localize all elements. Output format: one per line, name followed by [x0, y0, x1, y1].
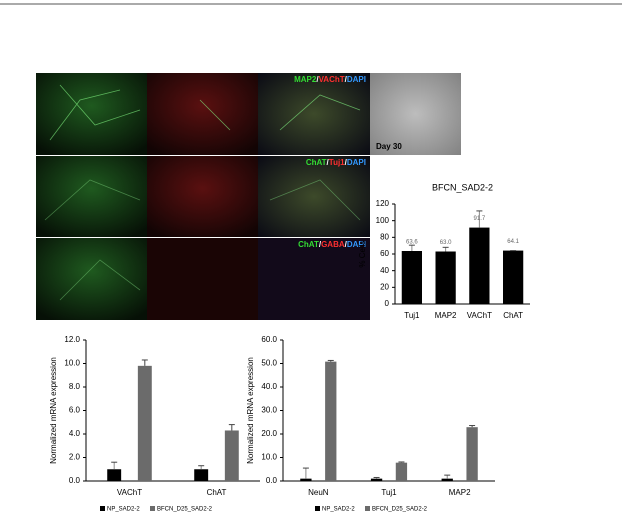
- stain-part: DAPI: [347, 158, 366, 167]
- y-tick-label: 40.0: [261, 382, 277, 391]
- y-tick-label: 6.0: [69, 406, 81, 415]
- y-tick-label: 120: [376, 199, 390, 208]
- bar: [466, 427, 478, 481]
- bar: [194, 469, 209, 481]
- bar: [224, 430, 239, 481]
- y-tick-label: 2.0: [69, 453, 81, 462]
- stain-part: ChAT: [298, 240, 319, 249]
- x-tick-label: ChAT: [503, 311, 523, 320]
- x-tick-label: VAChT: [467, 311, 492, 320]
- stain-part: DAPI: [347, 75, 366, 84]
- y-tick-label: 30.0: [261, 406, 277, 415]
- bar: [503, 250, 524, 304]
- bar: [395, 462, 408, 481]
- legend-swatch: [100, 506, 105, 511]
- bar: [370, 478, 383, 481]
- bar: [469, 227, 490, 304]
- y-tick-label: 40: [380, 266, 389, 275]
- stain-part: ChAT: [306, 158, 327, 167]
- stain-part: /: [327, 158, 330, 167]
- legend-label: NP_SAD2-2: [322, 507, 355, 513]
- legend-swatch: [315, 506, 320, 511]
- value-label: 64.1: [507, 239, 519, 245]
- x-tick-label: ChAT: [207, 488, 227, 497]
- image-merge: [258, 156, 370, 237]
- stain-label: MAP2/VAChT/DAPI: [294, 75, 366, 84]
- stain-label: ChAT/Tuj1/DAPI: [306, 158, 366, 167]
- bar: [401, 251, 422, 304]
- value-label: 63.0: [440, 240, 452, 246]
- y-axis-label: % Cells: [358, 240, 367, 267]
- value-label: 91.7: [474, 216, 486, 222]
- legend-label: NP_SAD2-2: [107, 507, 140, 513]
- stain-part: Tuj1: [329, 158, 345, 167]
- image-red: [147, 238, 258, 320]
- x-tick-label: Tuj1: [404, 311, 420, 320]
- image-green: [36, 238, 147, 320]
- y-tick-label: 60.0: [261, 335, 277, 344]
- stain-part: GABA: [321, 240, 345, 249]
- y-tick-label: 12.0: [64, 335, 80, 344]
- stain-part: /: [319, 240, 322, 249]
- value-label: 63.6: [406, 240, 418, 246]
- legend-label: BFCN_D25_SAD2-2: [372, 507, 428, 513]
- y-tick-label: 80: [380, 232, 389, 241]
- image-red: [147, 156, 258, 237]
- stain-part: VAChT: [319, 75, 345, 84]
- stain-part: MAP2: [294, 75, 317, 84]
- y-tick-label: 50.0: [261, 359, 277, 368]
- legend-label: BFCN_D25_SAD2-2: [157, 507, 213, 513]
- phase-label: Day 30: [376, 142, 402, 151]
- y-axis-label: Normalized mRNA expression: [49, 357, 58, 464]
- image-green: [36, 156, 147, 237]
- bar: [325, 361, 337, 481]
- legend-swatch: [150, 506, 155, 511]
- stain-part: /: [316, 75, 319, 84]
- image-green: [36, 73, 147, 155]
- y-tick-label: 0.0: [69, 476, 81, 485]
- bar: [107, 469, 122, 481]
- image-merge: [258, 73, 370, 155]
- image-merge: [258, 238, 370, 320]
- legend-swatch: [365, 506, 370, 511]
- y-tick-label: 10.0: [261, 453, 277, 462]
- x-tick-label: MAP2: [435, 311, 457, 320]
- bar: [441, 478, 453, 481]
- stain-part: /: [345, 75, 348, 84]
- y-tick-label: 0.0: [266, 476, 278, 485]
- image-phase: [370, 73, 461, 155]
- stain-part: /: [345, 158, 348, 167]
- y-tick-label: 100: [376, 216, 390, 225]
- microscopy-grid: Day 30 MAP2/VAChT/DAPI ChAT/Tuj1/DAPI Ch…: [36, 73, 461, 320]
- bar: [300, 478, 312, 481]
- stain-part: DAPI: [347, 240, 366, 249]
- y-tick-label: 10.0: [64, 359, 80, 368]
- y-tick-label: 20.0: [261, 429, 277, 438]
- neurite: [49, 84, 361, 141]
- bar: [137, 365, 152, 481]
- y-axis-label: Normalized mRNA expression: [246, 357, 255, 464]
- bar: [435, 251, 456, 304]
- y-tick-label: 0: [385, 299, 390, 308]
- stain-part: /: [345, 240, 348, 249]
- stain-label: ChAT/GABA/DAPI: [298, 240, 366, 249]
- y-tick-label: 8.0: [69, 382, 81, 391]
- y-tick-label: 4.0: [69, 429, 81, 438]
- x-tick-label: MAP2: [449, 488, 471, 497]
- x-tick-label: NeuN: [308, 488, 329, 497]
- chart-title: BFCN_SAD2-2: [432, 182, 493, 192]
- image-red: [147, 73, 258, 155]
- neurite: [44, 179, 361, 301]
- y-tick-label: 60: [380, 249, 389, 258]
- x-tick-label: Tuj1: [381, 488, 397, 497]
- x-tick-label: VAChT: [117, 488, 142, 497]
- y-tick-label: 20: [380, 282, 389, 291]
